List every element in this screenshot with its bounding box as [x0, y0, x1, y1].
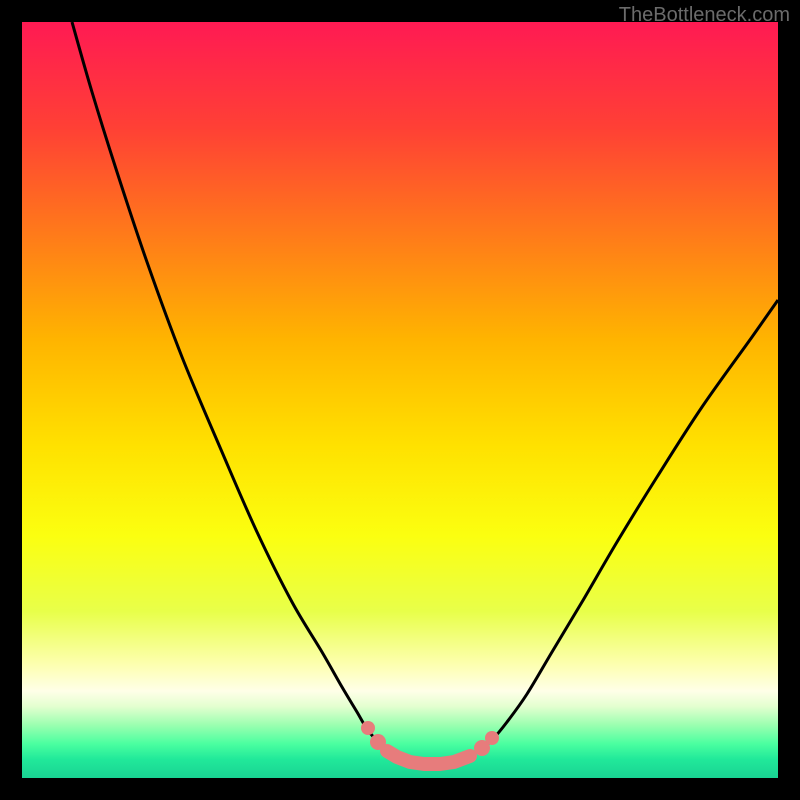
marker-dot: [361, 721, 375, 735]
bottleneck-curve: [72, 22, 778, 764]
marker-base-segment: [387, 751, 470, 764]
marker-dot: [485, 731, 499, 745]
plot-area: [22, 22, 778, 778]
marker-cap: [370, 734, 386, 750]
curve-layer: [22, 22, 778, 778]
attribution-text: TheBottleneck.com: [619, 4, 790, 27]
